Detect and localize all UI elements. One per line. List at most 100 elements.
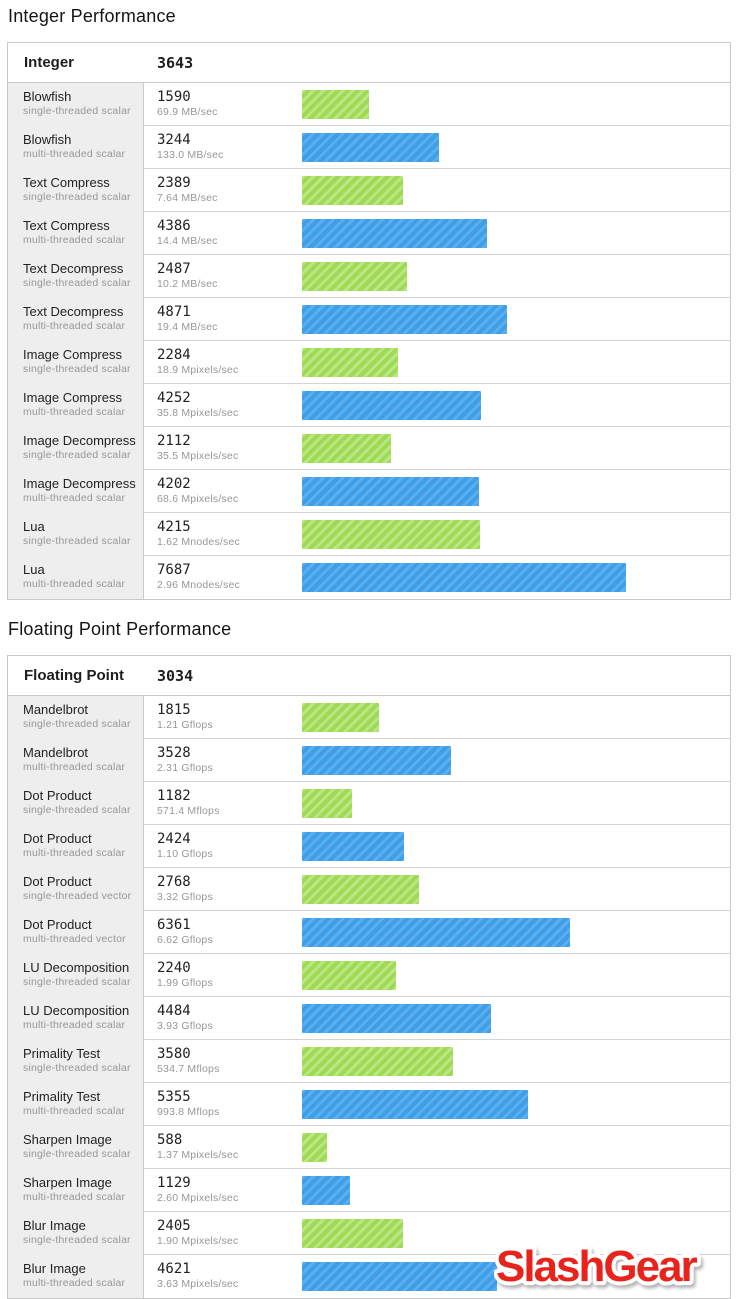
- bar-cell: [302, 1083, 730, 1125]
- score-bar: [302, 477, 479, 506]
- score-bar: [302, 1219, 403, 1248]
- row-label: Lua multi-threaded scalar: [8, 556, 143, 599]
- score-rate: 1.10 Gflops: [157, 848, 213, 860]
- row-label: Lua single-threaded scalar: [8, 513, 143, 556]
- test-name: Text Compress: [23, 218, 110, 233]
- test-name: Text Decompress: [23, 304, 124, 319]
- score-rate: 133.0 MB/sec: [157, 149, 224, 161]
- test-name: Image Decompress: [23, 476, 136, 491]
- score-value: 4621: [157, 1261, 191, 1277]
- score-value: 2240: [157, 960, 191, 976]
- score-value: 2768: [157, 874, 191, 890]
- score-bar: [302, 133, 439, 162]
- bar-cell: [302, 696, 730, 738]
- score-cell: 3528 2.31 Gflops: [144, 739, 302, 781]
- score-bar: [302, 1090, 528, 1119]
- test-variant: single-threaded scalar: [23, 277, 131, 289]
- score-cell: 2768 3.32 Gflops: [144, 868, 302, 910]
- score-bar: [302, 262, 407, 291]
- test-name: Text Decompress: [23, 261, 124, 276]
- row-label: Sharpen Image multi-threaded scalar: [8, 1169, 143, 1212]
- bar-cell: [302, 954, 730, 996]
- row-label: Image Decompress multi-threaded scalar: [8, 470, 143, 513]
- test-name: Lua: [23, 562, 45, 577]
- score-bar: [302, 1262, 497, 1291]
- score-value: 2284: [157, 347, 191, 363]
- benchmark-row: 4202 68.6 Mpixels/sec: [144, 470, 730, 513]
- integer-rows-column: 1590 69.9 MB/sec 3244 133.0 MB/sec 2389 7.64 …: [144, 83, 730, 599]
- floating-point-summary-row: Floating Point 3034: [8, 656, 730, 696]
- benchmark-row: 2240 1.99 Gflops: [144, 954, 730, 997]
- score-cell: 588 1.37 Mpixels/sec: [144, 1126, 302, 1168]
- bar-cell: [302, 1169, 730, 1211]
- bar-cell: [302, 782, 730, 824]
- score-rate: 10.2 MB/sec: [157, 278, 218, 290]
- test-name: Lua: [23, 519, 45, 534]
- score-rate: 18.9 Mpixels/sec: [157, 364, 239, 376]
- test-variant: single-threaded scalar: [23, 804, 131, 816]
- bar-cell: [302, 1212, 730, 1254]
- floating-point-section-title: Floating Point Performance: [8, 619, 232, 639]
- bar-cell: [302, 739, 730, 781]
- test-name: Blowfish: [23, 132, 72, 147]
- score-rate: 14.4 MB/sec: [157, 235, 218, 247]
- test-variant: multi-threaded scalar: [23, 578, 126, 590]
- score-bar: [302, 1047, 453, 1076]
- score-value: 4215: [157, 519, 191, 535]
- benchmark-row: 1815 1.21 Gflops: [144, 696, 730, 739]
- row-label: Dot Product single-threaded scalar: [8, 782, 143, 825]
- bar-cell: [302, 868, 730, 910]
- score-rate: 3.93 Gflops: [157, 1020, 213, 1032]
- test-variant: multi-threaded scalar: [23, 1019, 126, 1031]
- test-variant: single-threaded scalar: [23, 976, 131, 988]
- benchmark-row: 2424 1.10 Gflops: [144, 825, 730, 868]
- score-bar: [302, 563, 626, 592]
- row-label: Text Compress single-threaded scalar: [8, 169, 143, 212]
- test-name: Dot Product: [23, 788, 92, 803]
- bar-cell: [302, 1255, 730, 1298]
- benchmark-row: 2487 10.2 MB/sec: [144, 255, 730, 298]
- score-bar: [302, 703, 379, 732]
- score-cell: 3580 534.7 Mflops: [144, 1040, 302, 1082]
- row-label: Blur Image single-threaded scalar: [8, 1212, 143, 1255]
- test-variant: multi-threaded scalar: [23, 234, 126, 246]
- test-name: Dot Product: [23, 831, 92, 846]
- score-rate: 2.96 Mnodes/sec: [157, 579, 240, 591]
- row-label: Dot Product multi-threaded vector: [8, 911, 143, 954]
- test-name: Primality Test: [23, 1046, 101, 1061]
- floating-point-label-column: Mandelbrot single-threaded scalar Mandelbr…: [8, 696, 144, 1298]
- bar-cell: [302, 341, 730, 383]
- benchmark-row: 3580 534.7 Mflops: [144, 1040, 730, 1083]
- score-rate: 35.5 Mpixels/sec: [157, 450, 239, 462]
- integer-section-title: Integer Performance: [8, 6, 176, 26]
- row-label: Blur Image multi-threaded scalar: [8, 1255, 143, 1298]
- score-value: 1815: [157, 702, 191, 718]
- test-variant: single-threaded scalar: [23, 449, 131, 461]
- benchmark-row: 3244 133.0 MB/sec: [144, 126, 730, 169]
- score-bar: [302, 789, 352, 818]
- score-bar: [302, 176, 403, 205]
- test-name: Primality Test: [23, 1089, 101, 1104]
- score-rate: 1.37 Mpixels/sec: [157, 1149, 239, 1161]
- score-rate: 571.4 Mflops: [157, 805, 220, 817]
- score-cell: 6361 6.62 Gflops: [144, 911, 302, 953]
- score-rate: 1.99 Gflops: [157, 977, 213, 989]
- score-cell: 1815 1.21 Gflops: [144, 696, 302, 738]
- score-cell: 4215 1.62 Mnodes/sec: [144, 513, 302, 555]
- bar-cell: [302, 1126, 730, 1168]
- test-variant: multi-threaded scalar: [23, 1191, 126, 1203]
- score-bar: [302, 1133, 327, 1162]
- test-variant: single-threaded vector: [23, 890, 132, 902]
- score-value: 6361: [157, 917, 191, 933]
- score-rate: 2.31 Gflops: [157, 762, 213, 774]
- bar-cell: [302, 126, 730, 168]
- score-bar: [302, 1176, 350, 1205]
- row-label: Primality Test single-threaded scalar: [8, 1040, 143, 1083]
- benchmark-row: 6361 6.62 Gflops: [144, 911, 730, 954]
- score-rate: 3.63 Mpixels/sec: [157, 1278, 239, 1290]
- score-cell: 2487 10.2 MB/sec: [144, 255, 302, 297]
- integer-summary-row: Integer 3643: [8, 43, 730, 83]
- benchmark-row: 2405 1.90 Mpixels/sec: [144, 1212, 730, 1255]
- integer-summary-score: 3643: [157, 53, 194, 72]
